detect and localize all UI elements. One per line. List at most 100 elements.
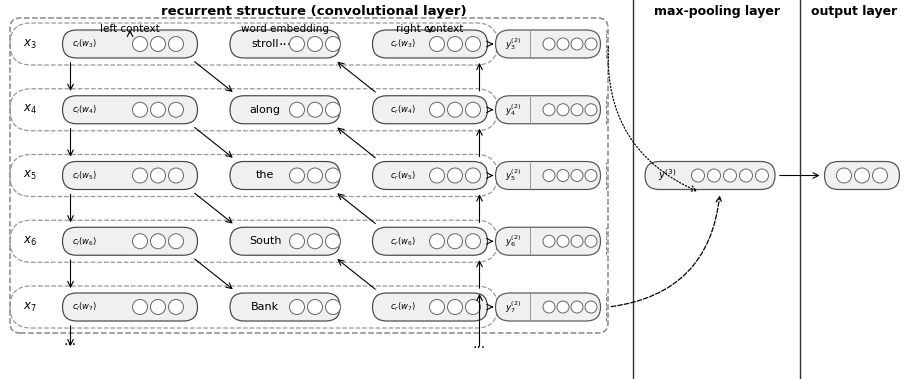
Text: ...: ... [278,34,292,48]
Circle shape [543,235,555,247]
Circle shape [571,38,583,50]
Circle shape [289,234,305,249]
Text: $x_4$: $x_4$ [23,103,37,116]
Circle shape [571,235,583,247]
Circle shape [133,168,147,183]
Circle shape [465,234,481,249]
Circle shape [168,36,184,52]
FancyBboxPatch shape [373,293,487,321]
Circle shape [151,234,165,249]
Text: stroll: stroll [251,39,279,49]
Circle shape [325,36,341,52]
Circle shape [429,168,445,183]
Text: $y_3^{(2)}$: $y_3^{(2)}$ [505,36,522,52]
Text: ...: ... [64,334,77,348]
Text: $y_5^{(2)}$: $y_5^{(2)}$ [505,168,522,183]
Circle shape [571,104,583,116]
FancyBboxPatch shape [373,161,487,190]
FancyBboxPatch shape [63,161,197,190]
Circle shape [307,168,323,183]
Circle shape [289,102,305,117]
Circle shape [707,169,721,182]
Circle shape [465,299,481,315]
Text: recurrent structure (convolutional layer): recurrent structure (convolutional layer… [161,5,467,17]
FancyBboxPatch shape [230,30,340,58]
Circle shape [151,36,165,52]
Text: $c_l(w_4)$: $c_l(w_4)$ [72,103,97,116]
Circle shape [724,169,736,182]
FancyBboxPatch shape [495,161,601,190]
Circle shape [151,168,165,183]
Circle shape [151,102,165,117]
FancyBboxPatch shape [645,161,775,190]
Circle shape [133,36,147,52]
Circle shape [557,169,569,182]
Circle shape [585,169,597,182]
Text: left context: left context [100,24,160,34]
Circle shape [307,234,323,249]
Circle shape [585,301,597,313]
Circle shape [429,102,445,117]
Text: $y_4^{(2)}$: $y_4^{(2)}$ [505,102,522,117]
Circle shape [429,36,445,52]
Circle shape [836,168,852,183]
Circle shape [557,235,569,247]
Circle shape [854,168,870,183]
FancyBboxPatch shape [495,227,601,255]
Circle shape [543,104,555,116]
Circle shape [465,168,481,183]
Text: Bank: Bank [251,302,279,312]
Circle shape [325,102,341,117]
Circle shape [447,36,463,52]
FancyBboxPatch shape [495,293,601,321]
Circle shape [465,102,481,117]
Text: South: South [249,236,281,246]
Circle shape [168,299,184,315]
Circle shape [307,299,323,315]
FancyBboxPatch shape [824,161,900,190]
Text: output layer: output layer [812,5,897,17]
Circle shape [692,169,704,182]
Text: the: the [255,171,275,180]
Circle shape [557,301,569,313]
Text: $x_6$: $x_6$ [23,235,37,248]
FancyBboxPatch shape [63,227,197,255]
Circle shape [543,169,555,182]
Circle shape [557,38,569,50]
Text: $x_3$: $x_3$ [23,38,37,50]
Circle shape [168,234,184,249]
Circle shape [151,299,165,315]
Circle shape [447,299,463,315]
Text: $y_7^{(2)}$: $y_7^{(2)}$ [505,299,522,315]
Text: $c_l(w_7)$: $c_l(w_7)$ [72,301,97,313]
Text: $c_r(w_3)$: $c_r(w_3)$ [390,38,415,50]
Circle shape [325,234,341,249]
Text: $c_l(w_5)$: $c_l(w_5)$ [72,169,97,182]
FancyBboxPatch shape [230,293,340,321]
Circle shape [557,104,569,116]
Circle shape [543,38,555,50]
Circle shape [429,234,445,249]
Circle shape [571,169,583,182]
Circle shape [571,301,583,313]
Circle shape [289,36,305,52]
Text: $c_l(w_6)$: $c_l(w_6)$ [72,235,97,247]
Text: word embedding: word embedding [241,24,329,34]
Circle shape [307,102,323,117]
Text: max-pooling layer: max-pooling layer [654,5,780,17]
Circle shape [325,168,341,183]
FancyBboxPatch shape [63,96,197,124]
Circle shape [543,301,555,313]
Circle shape [585,235,597,247]
FancyBboxPatch shape [230,161,340,190]
Circle shape [133,234,147,249]
Circle shape [307,36,323,52]
FancyBboxPatch shape [373,96,487,124]
Text: $c_r(w_6)$: $c_r(w_6)$ [390,235,415,247]
Circle shape [755,169,768,182]
FancyBboxPatch shape [373,30,487,58]
Circle shape [447,168,463,183]
Text: $c_r(w_4)$: $c_r(w_4)$ [390,103,415,116]
Circle shape [289,168,305,183]
Circle shape [325,299,341,315]
